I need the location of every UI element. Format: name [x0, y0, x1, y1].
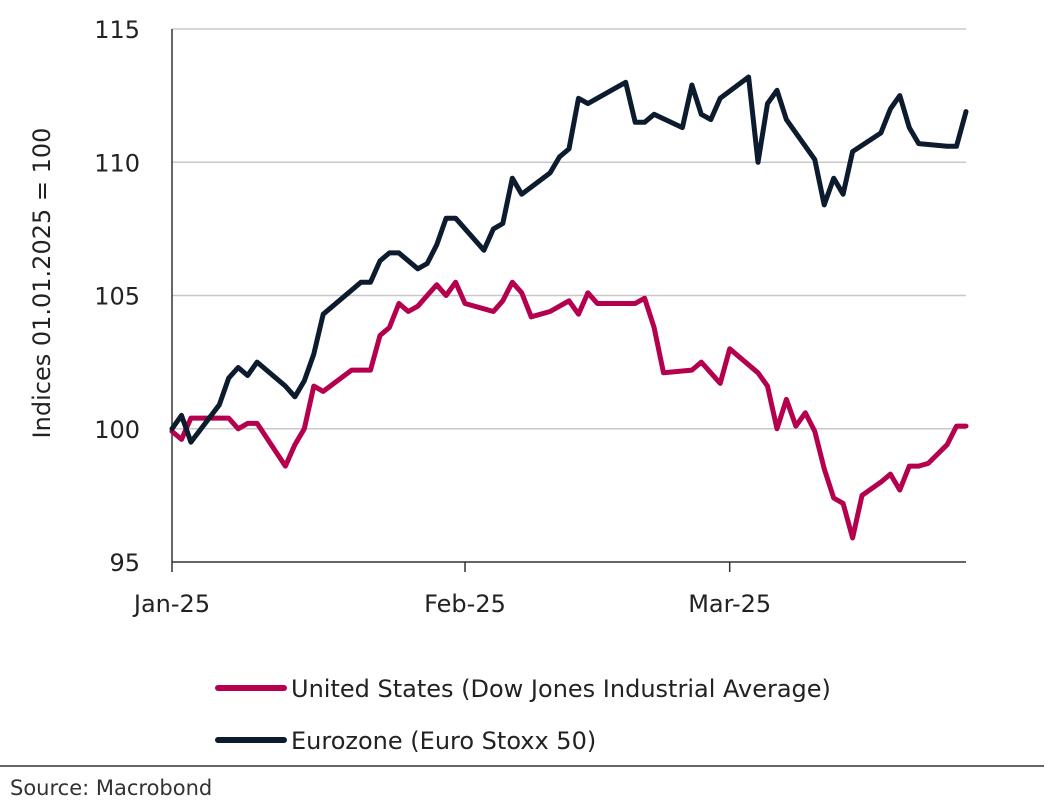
legend-label: United States (Dow Jones Industrial Aver… — [291, 675, 831, 703]
y-axis-label: Indices 01.01.2025 = 100 — [28, 128, 56, 439]
x-tick-label: Feb-25 — [424, 590, 506, 618]
legend: United States (Dow Jones Industrial Aver… — [215, 675, 831, 755]
y-axis-ticks: 95 100 105 110 115 — [94, 16, 140, 577]
source-note: Source: Macrobond — [10, 776, 212, 800]
y-tick-label: 115 — [94, 16, 140, 44]
series-line-eurozone — [169, 74, 969, 445]
y-tick-label: 95 — [109, 549, 140, 577]
legend-label: Eurozone (Euro Stoxx 50) — [291, 727, 596, 755]
axes — [171, 29, 966, 563]
x-tick-label: Jan-25 — [132, 590, 210, 618]
x-axis-ticks: Jan-25 Feb-25 Mar-25 — [132, 562, 771, 618]
y-tick-label: 110 — [94, 149, 140, 177]
series-lines — [169, 74, 969, 541]
gridlines — [172, 28, 966, 430]
y-tick-label: 100 — [94, 416, 140, 444]
series-line-united-states — [169, 279, 969, 541]
x-tick-label: Mar-25 — [688, 590, 771, 618]
y-tick-label: 105 — [94, 283, 140, 311]
